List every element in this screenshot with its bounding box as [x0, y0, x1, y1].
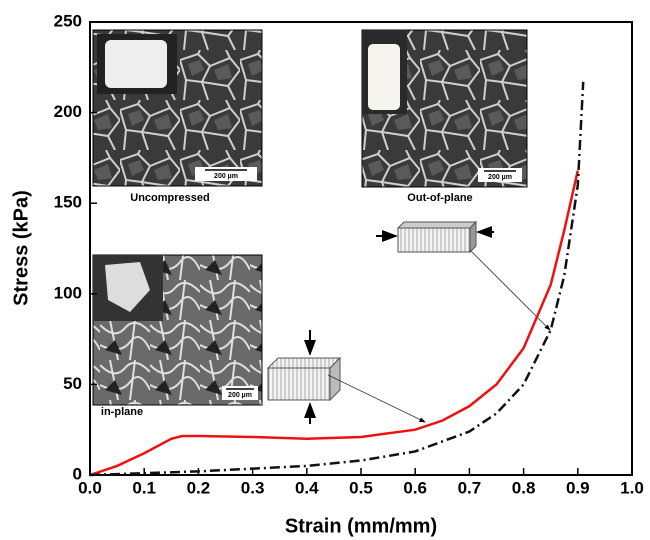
y-tick-label: 200: [54, 102, 82, 121]
scale-bar: 200 µm: [214, 173, 238, 180]
chart: 200 µm Uncompressed 200 µm Out-of-plane …: [0, 0, 650, 540]
out-of-plane-diagram: [376, 222, 550, 330]
x-tick-label: 0.2: [187, 478, 211, 497]
x-tick-label: 0.4: [295, 478, 319, 497]
scale-bar: 200 µm: [488, 174, 512, 181]
inset-caption: Uncompressed: [130, 192, 209, 204]
x-axis-label: Strain (mm/mm): [285, 515, 437, 537]
y-tick-label: 100: [54, 283, 82, 302]
x-tick-label: 0.5: [349, 478, 373, 497]
x-tick-label: 0.8: [512, 478, 536, 497]
y-axis-label: Stress (kPa): [10, 190, 32, 306]
y-tick-label: 0: [73, 464, 82, 483]
inset-caption: Out-of-plane: [407, 192, 472, 204]
y-tick-label: 50: [63, 374, 82, 393]
photo-sample: [368, 44, 400, 110]
x-tick-label: 1.0: [620, 478, 644, 497]
x-tick-label: 0.7: [458, 478, 482, 497]
in-plane-diagram: [268, 330, 425, 424]
insets: 200 µm Uncompressed 200 µm Out-of-plane …: [93, 30, 550, 424]
y-tick-label: 250: [54, 11, 82, 30]
x-tick-label: 0.9: [566, 478, 590, 497]
photo-sample: [105, 40, 167, 88]
x-tick-label: 0.1: [132, 478, 156, 497]
inset-caption: in-plane: [101, 406, 143, 418]
scale-bar: 200 µm: [228, 392, 252, 399]
x-tick-label: 0.6: [403, 478, 427, 497]
y-tick-label: 150: [54, 193, 82, 212]
x-tick-label: 0.3: [241, 478, 265, 497]
